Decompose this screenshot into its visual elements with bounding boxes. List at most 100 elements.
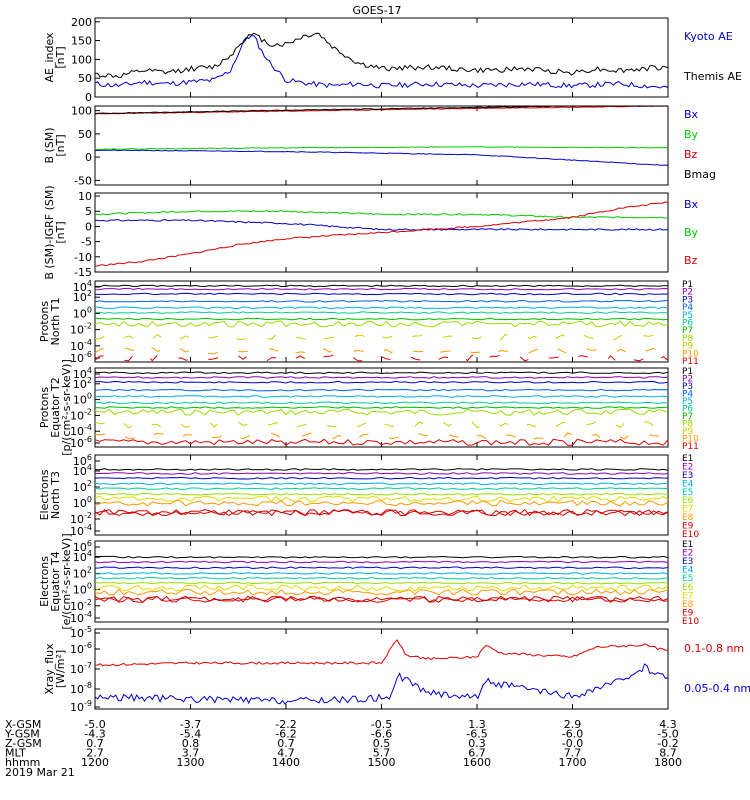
channel-legend-p8: P8 bbox=[682, 420, 693, 430]
xaxis-value: -6.6 bbox=[371, 728, 392, 741]
series-line-xray-1 bbox=[94, 663, 669, 705]
panel-frame bbox=[94, 17, 669, 98]
xaxis-value: 1.3 bbox=[468, 718, 486, 731]
channel-legend-p6: P6 bbox=[682, 405, 693, 415]
xaxis-row-label: Y-GSM bbox=[4, 728, 40, 741]
panel-frame bbox=[94, 105, 669, 186]
y-tick-label: 10-2 bbox=[70, 598, 92, 613]
channel-legend-p4: P4 bbox=[682, 303, 693, 313]
channel-line-p6 bbox=[94, 311, 669, 314]
channel-legend-p10: P10 bbox=[682, 435, 699, 445]
channel-line-e4 bbox=[94, 482, 669, 486]
xaxis-value: -0.2 bbox=[657, 737, 678, 750]
panel-frame bbox=[94, 540, 669, 623]
channel-line-e8 bbox=[94, 588, 669, 596]
y-tick-label: -50 bbox=[74, 174, 92, 187]
xaxis-value: -6.0 bbox=[562, 728, 583, 741]
channel-legend-p5: P5 bbox=[682, 311, 693, 321]
xaxis-value: 0.7 bbox=[86, 737, 104, 750]
channel-line-p8 bbox=[94, 320, 669, 328]
series-line-bz bbox=[94, 105, 669, 115]
y-tick-label: 50 bbox=[78, 128, 92, 141]
channel-line-e10 bbox=[94, 595, 669, 603]
channel-line-p9 bbox=[94, 333, 669, 341]
channel-legend-p1: P1 bbox=[682, 280, 693, 290]
y-tick-label: 200 bbox=[71, 16, 92, 29]
xaxis-value: 1600 bbox=[463, 756, 491, 769]
y-tick-label: 0 bbox=[85, 151, 92, 164]
channel-line-p10 bbox=[94, 347, 669, 355]
xaxis-value: -4.3 bbox=[84, 728, 105, 741]
channel-line-p7 bbox=[94, 317, 669, 321]
xaxis-value: -6.5 bbox=[466, 728, 487, 741]
channel-line-p4 bbox=[94, 388, 669, 392]
channel-legend-p11: P11 bbox=[682, 442, 699, 452]
y-tick-label: 0 bbox=[85, 91, 92, 104]
xaxis-row-label: MLT bbox=[5, 747, 26, 760]
y-tick-label: 100 bbox=[71, 105, 92, 118]
y-tick-label: 100 bbox=[73, 305, 92, 320]
channel-line-p5 bbox=[94, 395, 669, 398]
channel-legend-e7: E7 bbox=[682, 591, 693, 601]
y-axis-label: Xray_flux[W/m²] bbox=[43, 643, 67, 695]
channel-legend-p11: P11 bbox=[682, 357, 699, 367]
channel-line-e5 bbox=[94, 487, 669, 490]
channel-legend-p2: P2 bbox=[682, 375, 693, 385]
xaxis-value: 1800 bbox=[654, 756, 682, 769]
series-line-themis-ae bbox=[95, 32, 669, 79]
y-tick-label: 10-4 bbox=[70, 338, 92, 353]
channel-legend-e7: E7 bbox=[682, 505, 693, 515]
legend-by: By bbox=[684, 128, 699, 141]
xaxis-value: -0.0 bbox=[562, 737, 583, 750]
y-axis-label: ProtonsEquator T2[p/(cm²-s-sr-keV)] bbox=[38, 359, 73, 456]
xaxis-value: 3.7 bbox=[182, 747, 200, 760]
xaxis-value: 1200 bbox=[81, 756, 109, 769]
series-line-bz bbox=[94, 201, 669, 267]
y-tick-label: 10-5 bbox=[70, 625, 92, 640]
series-line-xray-0 bbox=[95, 639, 669, 667]
channel-line-e1 bbox=[95, 555, 669, 559]
xaxis-value: -0.5 bbox=[371, 718, 392, 731]
xaxis-value: 1500 bbox=[368, 756, 396, 769]
xaxis-value: 1400 bbox=[272, 756, 300, 769]
y-tick-label: 106 bbox=[73, 539, 92, 554]
xaxis-value: 2.7 bbox=[86, 747, 104, 760]
channel-line-e4 bbox=[95, 572, 669, 575]
xaxis-value: 4.3 bbox=[659, 718, 677, 731]
xaxis-value: 5.7 bbox=[373, 747, 391, 760]
channel-legend-e6: E6 bbox=[682, 583, 694, 593]
legend-bx: Bx bbox=[684, 108, 699, 121]
channel-line-e3 bbox=[94, 566, 669, 570]
channel-legend-e1: E1 bbox=[682, 454, 693, 464]
y-tick-label: 50 bbox=[78, 72, 92, 85]
y-tick-label: 106 bbox=[73, 453, 92, 468]
xaxis-value: 8.7 bbox=[659, 747, 677, 760]
panel-frame bbox=[94, 628, 669, 710]
y-tick-label: -5 bbox=[81, 236, 92, 249]
channel-line-p1 bbox=[94, 284, 668, 288]
channel-legend-e2: E2 bbox=[682, 549, 693, 559]
channel-line-p2 bbox=[94, 287, 669, 291]
xaxis-value: 0.3 bbox=[468, 737, 486, 750]
y-axis-label: ProtonsNorth T1 bbox=[38, 298, 62, 346]
y-tick-label: 5 bbox=[85, 205, 92, 218]
channel-legend-p7: P7 bbox=[682, 326, 693, 336]
channel-line-p9 bbox=[94, 421, 669, 429]
channel-line-p3 bbox=[94, 292, 669, 296]
legend-themis-ae: Themis AE bbox=[683, 70, 742, 83]
channel-line-e3 bbox=[94, 476, 669, 480]
channel-legend-p7: P7 bbox=[682, 412, 693, 422]
channel-line-e7 bbox=[94, 584, 669, 592]
y-axis-label: B (SM)-IGRF (SM)[nT] bbox=[43, 185, 67, 279]
channel-legend-e5: E5 bbox=[682, 574, 693, 584]
channel-line-p6 bbox=[94, 401, 669, 405]
y-tick-label: 10-2 bbox=[70, 407, 92, 422]
channel-legend-e4: E4 bbox=[682, 479, 694, 489]
channel-legend-p2: P2 bbox=[682, 288, 693, 298]
y-tick-label: 102 bbox=[73, 565, 92, 580]
series-line-bx bbox=[94, 219, 668, 231]
y-axis-label: AE_index[nT] bbox=[43, 32, 67, 83]
channel-legend-e9: E9 bbox=[682, 608, 694, 618]
xaxis-value: 0.8 bbox=[182, 737, 200, 750]
